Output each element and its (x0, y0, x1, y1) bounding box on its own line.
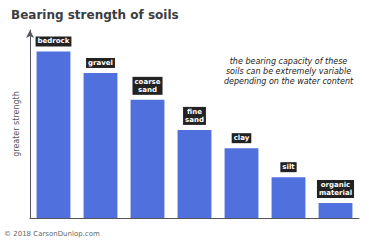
svg-text:sand: sand (185, 116, 204, 124)
svg-text:bedrock: bedrock (38, 37, 70, 45)
svg-text:coarse: coarse (134, 78, 160, 86)
svg-text:organic: organic (321, 181, 351, 189)
svg-text:greater strength: greater strength (12, 91, 21, 157)
svg-text:fine: fine (187, 108, 202, 116)
svg-text:clay: clay (234, 134, 250, 142)
svg-text:© 2018 CarsonDunlop.com: © 2018 CarsonDunlop.com (4, 230, 100, 238)
svg-text:material: material (319, 189, 352, 197)
svg-text:Bearing strength of soils: Bearing strength of soils (11, 8, 179, 22)
svg-text:soils can be extremely variabl: soils can be extremely variable (226, 67, 351, 76)
svg-text:depending on the water content: depending on the water content (224, 77, 354, 86)
svg-text:sand: sand (138, 86, 157, 94)
svg-text:the bearing capacity of these: the bearing capacity of these (230, 57, 348, 66)
svg-text:gravel: gravel (88, 59, 113, 67)
svg-text:silt: silt (282, 163, 295, 171)
